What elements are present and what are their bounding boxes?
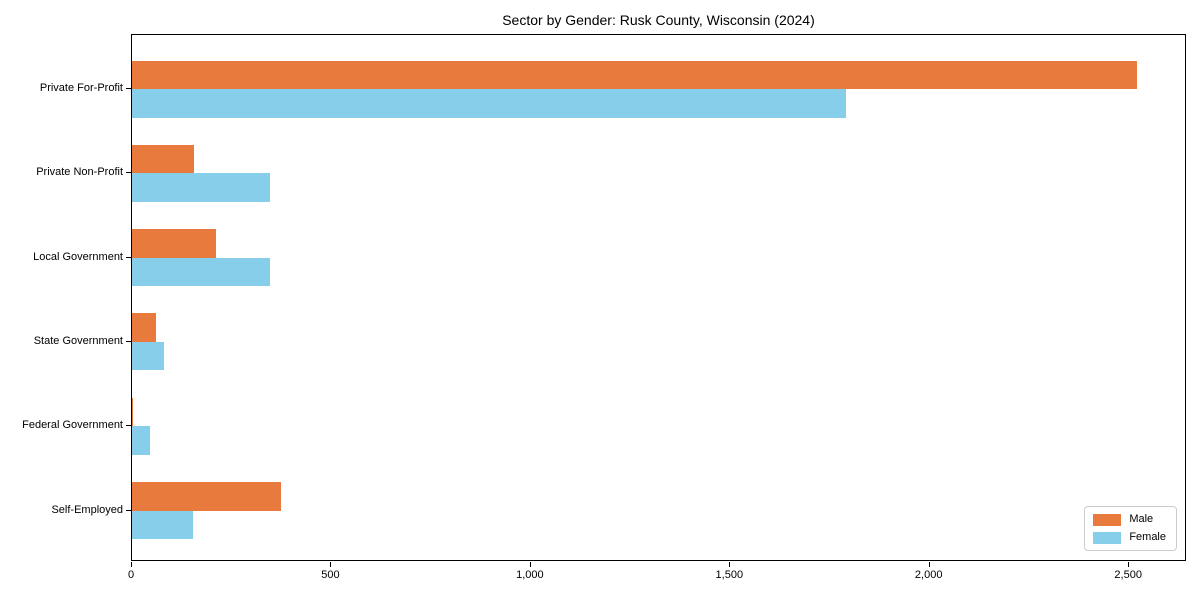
- chart-title: Sector by Gender: Rusk County, Wisconsin…: [502, 12, 815, 28]
- bar-female-private-for-profit: [132, 89, 847, 118]
- plot-area: Male Female: [131, 34, 1186, 561]
- y-tick-label: Federal Government: [22, 419, 123, 432]
- legend-item-female: Female: [1093, 531, 1166, 544]
- x-tick-mark: [1128, 562, 1130, 567]
- bar-male-federal-government: [132, 397, 134, 427]
- legend-label-male: Male: [1129, 513, 1154, 525]
- bar-female-self-employed: [132, 510, 193, 539]
- y-tick-label: State Government: [33, 334, 123, 347]
- x-tick-mark: [330, 562, 332, 567]
- bar-female-private-non-profit: [132, 173, 270, 202]
- y-tick-mark: [126, 88, 131, 89]
- x-tick-label: 1,000: [516, 569, 544, 581]
- bar-female-federal-government: [132, 426, 150, 455]
- x-tick-label: 0: [127, 569, 135, 581]
- bar-male-local-government: [132, 229, 217, 258]
- female-series-swatch: [1093, 531, 1122, 544]
- bar-female-state-government: [132, 341, 164, 371]
- male-series-swatch: [1093, 513, 1122, 526]
- x-tick-mark: [131, 562, 132, 567]
- y-tick-label: Private Non-Profit: [36, 166, 123, 179]
- x-tick-label: 2,500: [1114, 569, 1142, 581]
- y-tick-mark: [126, 340, 131, 342]
- bar-male-private-non-profit: [132, 144, 194, 174]
- x-tick-label: 1,500: [715, 569, 744, 581]
- x-tick-mark: [729, 562, 731, 567]
- bar-male-state-government: [132, 313, 156, 342]
- bar-male-private-for-profit: [132, 60, 1137, 89]
- x-tick-label: 2,000: [914, 569, 943, 581]
- y-tick-mark: [126, 256, 131, 258]
- y-tick-mark: [126, 172, 131, 174]
- legend-label-female: Female: [1129, 531, 1166, 543]
- y-tick-label: Private For-Profit: [39, 82, 123, 94]
- legend-item-male: Male: [1093, 513, 1166, 526]
- y-tick-label: Local Government: [33, 250, 123, 263]
- x-tick-label: 500: [321, 569, 340, 581]
- x-tick-mark: [928, 562, 930, 567]
- bar-female-local-government: [132, 257, 270, 287]
- y-tick-mark: [126, 509, 131, 511]
- y-tick-mark: [126, 425, 131, 427]
- bar-male-self-employed: [132, 482, 282, 511]
- legend: Male Female: [1084, 506, 1177, 551]
- y-tick-label: Self-Employed: [51, 503, 123, 516]
- x-tick-mark: [529, 562, 531, 567]
